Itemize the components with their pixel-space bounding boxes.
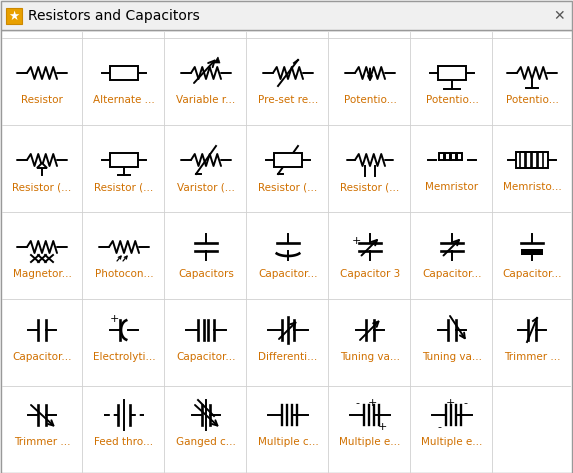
Text: -: - (355, 398, 359, 408)
Bar (1, 1, 572, 30)
Text: Multiple e...: Multiple e... (421, 437, 482, 447)
Text: Capacitor...: Capacitor... (503, 269, 562, 279)
Text: Capacitor 3: Capacitor 3 (340, 269, 400, 279)
Text: Memristo...: Memristo... (503, 182, 562, 192)
Text: Resistor (...: Resistor (... (340, 182, 399, 192)
Text: +: + (445, 398, 455, 408)
Text: Capacitor...: Capacitor... (12, 352, 72, 362)
Text: Resistor (...: Resistor (... (13, 182, 72, 192)
Text: +: + (109, 314, 119, 324)
Text: Electrolyti...: Electrolyti... (93, 352, 155, 362)
Text: +: + (377, 422, 387, 432)
Text: Capacitor...: Capacitor... (258, 269, 318, 279)
Bar (6, 8, 22, 24)
Text: Multiple c...: Multiple c... (258, 437, 319, 447)
Text: Magnetor...: Magnetor... (13, 269, 72, 279)
Text: Ganged c...: Ganged c... (176, 437, 236, 447)
Text: Varistor (...: Varistor (... (177, 182, 235, 192)
Text: Photocon...: Photocon... (95, 269, 154, 279)
Text: ✕: ✕ (553, 9, 565, 23)
Text: +: + (351, 236, 360, 246)
Polygon shape (37, 163, 47, 168)
Text: Capacitor...: Capacitor... (422, 269, 482, 279)
Text: Potentio...: Potentio... (344, 95, 397, 105)
Text: -: - (463, 398, 467, 408)
Text: Alternate ...: Alternate ... (93, 95, 155, 105)
Text: Memristor: Memristor (425, 182, 478, 192)
Text: -: - (437, 422, 441, 432)
Text: Potentio...: Potentio... (426, 95, 478, 105)
Text: +: + (367, 398, 376, 408)
Text: Capacitor...: Capacitor... (176, 352, 236, 362)
Text: Resistors and Capacitors: Resistors and Capacitors (28, 9, 200, 23)
Text: Resistor (...: Resistor (... (258, 182, 317, 192)
Text: Variable r...: Variable r... (176, 95, 236, 105)
Text: Multiple e...: Multiple e... (339, 437, 401, 447)
Text: Tuning va...: Tuning va... (422, 352, 482, 362)
Text: Trimmer ...: Trimmer ... (504, 352, 560, 362)
Bar (516, 152, 548, 168)
Text: Tuning va...: Tuning va... (340, 352, 400, 362)
Text: Resistor (...: Resistor (... (95, 182, 154, 192)
Text: ★: ★ (9, 9, 19, 23)
Bar (438, 66, 466, 80)
Bar (110, 153, 138, 167)
Text: Resistor: Resistor (21, 95, 63, 105)
Bar (274, 153, 302, 167)
Text: Potentio...: Potentio... (505, 95, 559, 105)
Polygon shape (214, 57, 220, 63)
Text: Feed thro...: Feed thro... (95, 437, 154, 447)
Text: Trimmer ...: Trimmer ... (14, 437, 70, 447)
Bar (521, 249, 543, 255)
Bar (110, 66, 138, 80)
Text: Capacitors: Capacitors (178, 269, 234, 279)
Text: Pre-set re...: Pre-set re... (258, 95, 318, 105)
Text: Differenti...: Differenti... (258, 352, 317, 362)
